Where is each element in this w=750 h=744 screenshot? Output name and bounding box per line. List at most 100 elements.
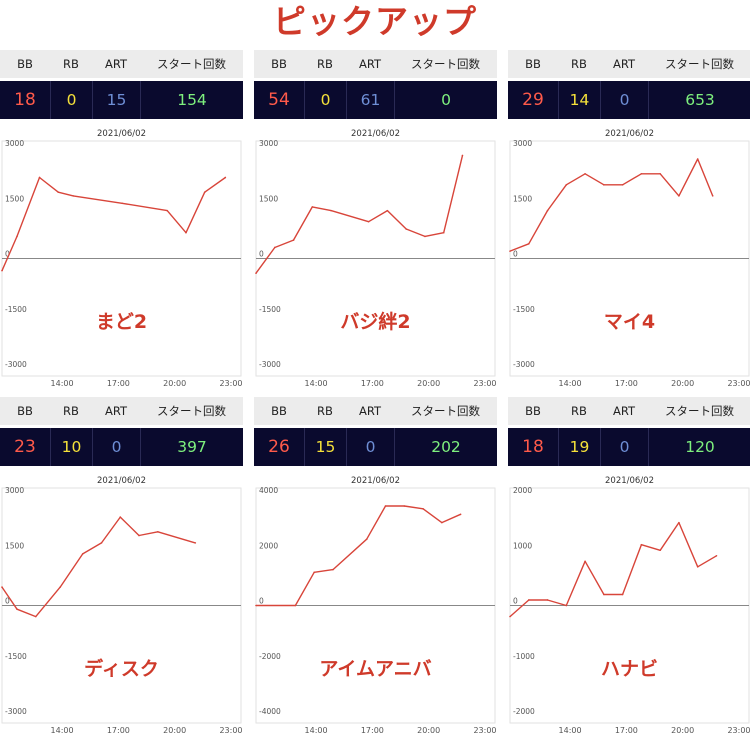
y-tick-label: -3000 (5, 360, 27, 369)
x-tick-label: 17:00 (107, 726, 130, 735)
machine-panel: BB RB ART スタート回数 23 10 0 397 2021/06/02 3… (0, 397, 243, 742)
art-header: ART (612, 404, 636, 418)
y-tick-label: 0 (259, 250, 264, 259)
data-point (603, 184, 605, 186)
data-point (715, 554, 718, 557)
x-tick-label: 23:00 (219, 379, 242, 388)
y-tick-label: 2000 (513, 486, 532, 495)
x-tick-label: 20:00 (671, 726, 694, 735)
start-count-value: 397 (140, 428, 243, 466)
data-point (119, 516, 122, 518)
chart-date-title: 2021/06/02 (351, 129, 400, 139)
data-point (166, 209, 168, 212)
chart-svg: 2021/06/02 3000 1500 0 -1500 -3000 14:00 17:00 2… (255, 129, 497, 388)
machine-panel: BB RB ART スタート回数 29 14 0 653 2021/06/02 3… (508, 50, 750, 395)
data-point (640, 543, 643, 546)
start-count-header: スタート回数 (157, 57, 226, 71)
rb-value: 19 (558, 428, 600, 466)
data-point (527, 599, 530, 601)
y-tick-label: 0 (513, 250, 518, 259)
x-tick-label: 23:00 (219, 726, 242, 735)
x-tick-label: 17:00 (107, 379, 130, 388)
bb-header: BB (525, 404, 541, 418)
y-tick-label: -1500 (5, 305, 27, 314)
stats-values: 29 14 0 653 (508, 81, 750, 119)
machine-panel: BB RB ART スタート回数 18 19 0 120 2021/06/02 2… (508, 397, 750, 742)
y-tick-label: -2000 (513, 707, 535, 716)
machine-name: アイムアニバ (319, 658, 431, 680)
start-count-value: 653 (648, 81, 750, 119)
slump-chart: 2021/06/02 3000 1500 0 -1500 -3000 14:00 17:00 2… (254, 126, 497, 395)
x-tick-label: 14:00 (51, 379, 74, 388)
data-point (16, 608, 18, 610)
balance-line (1, 516, 196, 618)
bb-header: BB (17, 404, 33, 418)
x-tick-label: 17:00 (361, 726, 384, 735)
data-point (509, 250, 511, 252)
art-value: 0 (346, 428, 394, 466)
stats-table: BB RB ART スタート回数 54 0 61 0 (254, 50, 497, 124)
y-tick-label: 3000 (513, 139, 532, 148)
stats-values: 18 0 15 154 (0, 81, 243, 119)
y-tick-label: -2000 (259, 652, 281, 661)
data-point (59, 586, 61, 588)
y-tick-label: 1500 (5, 541, 24, 550)
x-tick-label: 23:00 (727, 726, 750, 735)
chart-svg: 2021/06/02 2000 1000 0 -1000 -2000 14:00 17:00 2… (509, 476, 750, 735)
data-point (194, 542, 197, 544)
chart-date-title: 2021/06/02 (97, 129, 146, 139)
start-count-value: 154 (140, 81, 243, 119)
machine-name: マイ4 (604, 311, 655, 333)
data-point (584, 560, 586, 563)
rb-header: RB (317, 404, 333, 418)
stats-table: BB RB ART スタート回数 23 10 0 397 (0, 397, 243, 471)
y-tick-label: -4000 (259, 707, 281, 716)
rb-header: RB (571, 404, 587, 418)
data-point (441, 521, 443, 524)
y-tick-label: 3000 (259, 139, 278, 148)
rb-value: 0 (50, 81, 92, 119)
chart-date-title: 2021/06/02 (351, 476, 400, 486)
data-point (461, 154, 464, 157)
data-point (459, 513, 462, 516)
slump-chart: 2021/06/02 3000 1500 0 -1500 -3000 14:00 17:00 2… (0, 126, 243, 395)
data-point (678, 521, 680, 524)
y-tick-label: 2000 (259, 541, 278, 550)
machine-panel: BB RB ART スタート回数 54 0 61 0 2021/06/02 300… (254, 50, 497, 395)
data-point (332, 568, 334, 571)
y-tick-label: -1500 (513, 305, 535, 314)
rb-header: RB (63, 57, 79, 71)
bb-value: 18 (14, 90, 36, 110)
art-value: 0 (600, 428, 648, 466)
x-tick-label: 14:00 (559, 726, 582, 735)
data-point (1, 586, 3, 588)
balance-line (1, 176, 226, 271)
data-point (138, 534, 140, 537)
data-point (224, 176, 227, 179)
art-value: 61 (346, 81, 394, 119)
art-value: 0 (600, 81, 648, 119)
machine-name: ハナビ (601, 658, 658, 680)
rb-header: RB (317, 57, 333, 71)
start-count-header: スタート回数 (665, 57, 734, 71)
y-tick-label: 1500 (513, 194, 532, 203)
data-point (711, 195, 714, 197)
chart-svg: 2021/06/02 3000 1500 0 -1500 -3000 14:00 17:00 2… (1, 476, 243, 735)
data-point (311, 206, 314, 208)
x-tick-label: 20:00 (417, 379, 440, 388)
rb-value: 0 (304, 81, 346, 119)
data-point (255, 272, 257, 275)
y-tick-label: 0 (513, 597, 518, 606)
stats-header: BB RB ART スタート回数 (508, 50, 750, 78)
data-point (100, 542, 103, 544)
data-point (442, 231, 445, 234)
art-value: 15 (92, 81, 140, 119)
data-point (273, 246, 276, 249)
stats-values: 54 0 61 0 (254, 81, 497, 119)
data-point (313, 571, 315, 574)
x-tick-label: 17:00 (361, 379, 384, 388)
data-point (565, 184, 568, 186)
y-tick-label: 1000 (513, 541, 532, 550)
x-tick-label: 23:00 (473, 379, 496, 388)
data-point (156, 531, 159, 533)
